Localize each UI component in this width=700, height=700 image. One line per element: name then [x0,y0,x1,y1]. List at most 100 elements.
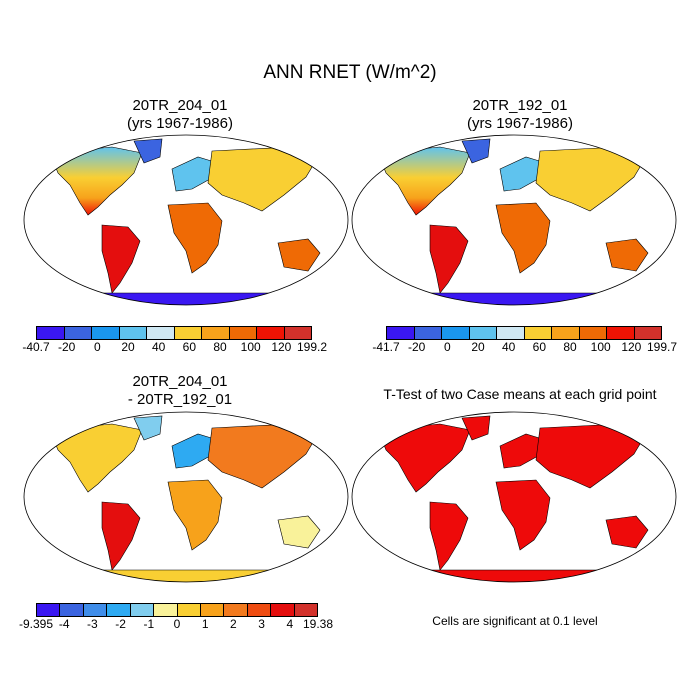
colorbar-tick-label: 4 [286,617,294,631]
colorbar-swatch [153,604,177,616]
landmass-greenland [133,138,163,164]
landmass-australia [605,515,649,549]
colorbar-tick-label: 100 [240,340,261,354]
colorbar-swatch [176,604,200,616]
colorbar-tick-label: 19.38 [302,617,334,631]
colorbar-swatch [223,604,247,616]
colorbar-tick-label: 20 [121,340,135,354]
colorbar-swatch [118,327,146,339]
colorbar-swatch [606,327,634,339]
colorbar-swatch [293,604,318,616]
colorbar-swatch [633,327,661,339]
landmass-africa [495,479,551,551]
colorbar-swatch [106,604,130,616]
colorbar-swatch [256,327,284,339]
colorbar-swatch [551,327,579,339]
colorbar-tick-label: 120 [621,340,642,354]
colorbar-swatch [37,604,60,616]
colorbar-tick-label: -2 [115,617,126,631]
landmass-antarctica [60,569,314,582]
colorbar-top-right: -41.7 -20 0 20 40 60 80 100 120 199.7 [372,326,677,360]
colorbar-tick-label: 0 [173,617,181,631]
colorbar-swatch [59,604,83,616]
colorbar-tick-label: 60 [182,340,197,354]
landmass-greenland [461,138,491,164]
colorbar-swatch [387,327,414,339]
landmass-africa [495,202,551,274]
colorbar-tick-label: -4 [58,617,70,631]
colorbar-swatch [37,327,64,339]
colorbar-tick-label: 2 [230,617,237,631]
colorbar-tick-label: 1 [201,617,209,631]
significance-note: Cells are significant at 0.1 level [432,614,598,628]
map-top-right [351,134,677,306]
colorbar-tick-label: -40.7 [22,340,50,354]
colorbar-swatch [413,327,441,339]
panel-title-bottom-left: 20TR_204_01 - 20TR_192_01 [127,373,233,408]
colorbar-swatch [270,604,294,616]
colorbar-swatch [63,327,91,339]
landmass-africa [167,479,223,551]
colorbar-tick-label: 3 [258,617,265,631]
landmass-australia [605,238,649,272]
map-bottom-right [351,411,677,583]
colorbar-swatch [441,327,469,339]
colorbar-swatch [283,327,311,339]
landmass-namerica [49,146,143,216]
landmass-namerica [377,423,471,493]
landmass-australia [277,238,321,272]
landmass-africa [167,202,223,274]
landmass-samerica [429,501,469,571]
colorbar-tick-label: -20 [407,340,426,354]
colorbar-swatch [91,327,119,339]
colorbar-swatch [468,327,496,339]
colorbar-tick-label: 40 [151,340,166,354]
colorbar-swatch [173,327,201,339]
colorbar-tick-label: 120 [271,340,292,354]
landmass-samerica [101,501,141,571]
figure-title: ANN RNET (W/m^2) [263,62,437,83]
colorbar-swatch [146,327,174,339]
colorbar-tick-label: -3 [87,617,98,631]
colorbar-swatch [578,327,606,339]
colorbar-tick-label: 80 [213,340,227,354]
colorbar-tick-label: 60 [532,340,547,354]
landmass-namerica [49,423,143,493]
colorbar-tick-label: 199.7 [646,340,678,354]
map-top-left [23,134,349,306]
landmass-namerica [377,146,471,216]
colorbar-tick-label: 0 [443,340,451,354]
panel-title-top-left: 20TR_204_01 (yrs 1967-1986) [127,97,233,132]
landmass-samerica [101,224,141,294]
landmass-antarctica [60,292,314,305]
landmass-greenland [133,415,163,441]
colorbar-swatch [246,604,271,616]
colorbar-swatch [496,327,524,339]
landmass-antarctica [388,292,642,305]
landmass-greenland [461,415,491,441]
colorbar-tick-label: -9.395 [18,617,54,631]
colorbar-tick-label: 20 [471,340,485,354]
colorbar-swatch [523,327,551,339]
landmass-antarctica [388,569,642,582]
landmass-samerica [429,224,469,294]
colorbar-tick-label: 199.2 [296,340,328,354]
colorbar-tick-label: 100 [590,340,611,354]
colorbar-swatch [82,604,107,616]
colorbar-tick-label: 0 [93,340,101,354]
colorbar-swatch [201,327,229,339]
colorbar-tick-label: -20 [57,340,76,354]
colorbar-tick-label: 80 [563,340,577,354]
map-bottom-left [23,411,349,583]
colorbar-tick-label: -1 [143,617,155,631]
colorbar-bottom-left: -9.395 -4 -3 -2 -1 0 1 2 3 4 19.38 [19,603,333,637]
colorbar-swatch [199,604,224,616]
colorbar-swatch [129,604,154,616]
colorbar-tick-label: 40 [501,340,516,354]
colorbar-tick-label: -41.7 [372,340,400,354]
panel-title-top-right: 20TR_192_01 (yrs 1967-1986) [467,97,573,132]
landmass-australia [277,515,321,549]
panel-title-bottom-right: T-Test of two Case means at each grid po… [383,386,657,402]
colorbar-top-left: -40.7 -20 0 20 40 60 80 100 120 199.2 [22,326,327,360]
colorbar-swatch [228,327,256,339]
